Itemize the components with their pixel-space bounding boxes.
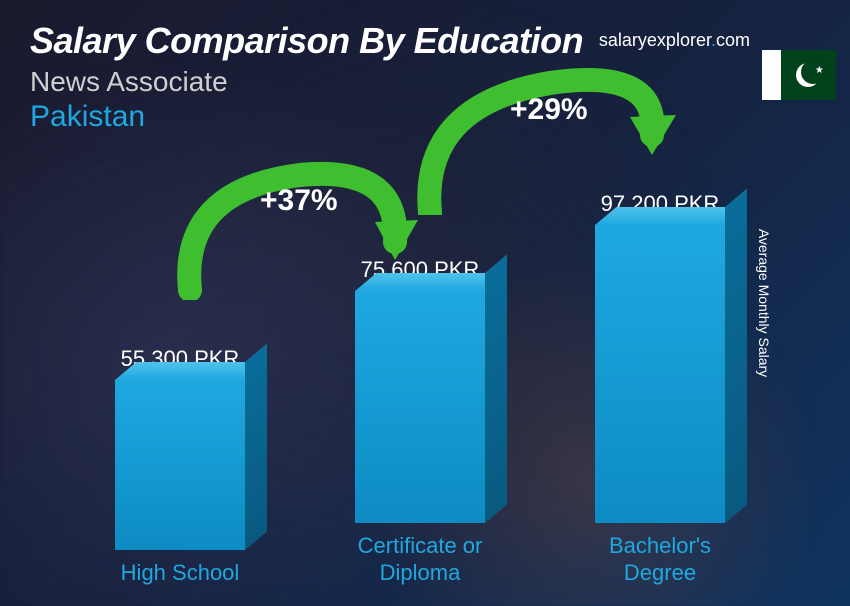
bar-label: Bachelor's Degree <box>580 533 740 586</box>
bar-group-diploma: 75,600 PKR Certificate or Diploma <box>320 257 520 586</box>
yaxis-label: Average Monthly Salary <box>756 229 772 377</box>
country-label: Pakistan <box>30 100 583 134</box>
job-subtitle: News Associate <box>30 66 583 98</box>
star-icon: ★ <box>815 65 824 76</box>
increase-arrow-1: +37% <box>170 160 430 300</box>
bar-group-highschool: 55,300 PKR High School <box>80 346 280 586</box>
flag-stripe <box>762 50 781 100</box>
flag-icon: ★ <box>762 50 836 100</box>
page-title: Salary Comparison By Education <box>30 20 583 62</box>
flag-field: ★ <box>781 50 837 100</box>
increase-pct-1: +37% <box>260 184 338 218</box>
brand-label: salaryexplorer.com <box>599 30 750 51</box>
header: Salary Comparison By Education News Asso… <box>30 20 583 134</box>
brand-prefix: salaryexplorer <box>599 30 711 50</box>
bar-label: Certificate or Diploma <box>340 533 500 586</box>
bar <box>595 225 725 523</box>
bar <box>355 291 485 523</box>
brand-suffix: com <box>716 30 750 50</box>
bar <box>115 380 245 550</box>
arrow-icon <box>170 160 430 300</box>
bar-label: High School <box>121 560 240 586</box>
bar-group-bachelor: 97,200 PKR Bachelor's Degree <box>560 191 760 586</box>
